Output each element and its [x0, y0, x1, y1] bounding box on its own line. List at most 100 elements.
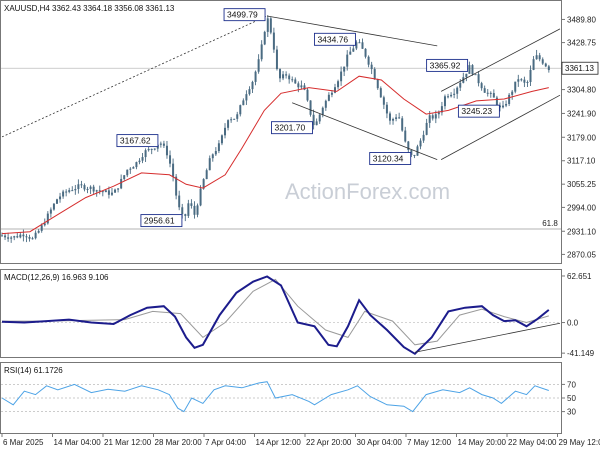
price-tick-label: 2931.10 [567, 227, 596, 236]
price-tick-label: 3117.10 [567, 157, 596, 166]
candle-body [523, 79, 526, 83]
candle-body [520, 79, 523, 81]
candle-body [169, 155, 172, 164]
candle-body [77, 184, 80, 190]
macd-tick-label: -41.149 [567, 349, 595, 358]
price-tick-label: 3304.80 [567, 86, 596, 95]
candle-body [318, 114, 321, 122]
candle-body [22, 234, 25, 237]
candle-body [272, 32, 275, 50]
time-tick-label: 7 May 12:00 [407, 438, 452, 447]
candle-body [544, 63, 547, 67]
candle-body [422, 134, 425, 141]
macd-signal-line [2, 278, 549, 346]
candle-body [330, 92, 333, 95]
time-tick-label: 29 May 12:00 [559, 438, 600, 447]
candle-body [456, 87, 459, 94]
price-annotation-box [457, 104, 500, 118]
candle-body [49, 209, 52, 214]
candle-body [165, 145, 168, 156]
rsi-axis: 70 50 30 [561, 380, 576, 417]
candle-body [358, 42, 361, 44]
candle-body [413, 154, 416, 156]
time-tick-label: 21 Mar 12:00 [104, 438, 152, 447]
candle-body [327, 94, 330, 101]
candle-body [181, 207, 184, 215]
candle-body [1, 235, 3, 237]
candle-body [175, 176, 178, 196]
candle-body [416, 146, 419, 156]
price-annotation-box [271, 121, 313, 135]
candle-body [474, 74, 477, 76]
price-annotation-box [369, 152, 412, 165]
time-tick-label: 14 Apr 12:00 [256, 438, 302, 447]
candle-body [291, 79, 294, 81]
price-annotation-box [116, 134, 159, 148]
candle-body [535, 55, 538, 60]
candle-body [333, 87, 336, 93]
candle-body [437, 112, 440, 115]
candle-body [159, 143, 162, 145]
candle-body [511, 91, 514, 95]
time-tick-label: 14 Mar 04:00 [54, 438, 102, 447]
candle-body [196, 205, 199, 215]
rising-channel-lower [440, 94, 561, 160]
candle-body [114, 189, 117, 193]
macd-tick-label: 62.651 [567, 272, 592, 281]
candle-body [199, 188, 202, 206]
candle-body [211, 154, 214, 159]
candle-body [107, 190, 110, 195]
candle-body [254, 71, 257, 82]
candle-body [517, 79, 520, 82]
candle-body [46, 213, 49, 224]
candle-body [285, 74, 288, 76]
candle-body [126, 169, 129, 176]
macd-panel-frame [0, 269, 562, 358]
candle-body [450, 94, 453, 97]
price-axis: 3489.803428.753365.453304.803241.903179.… [561, 15, 599, 259]
price-tick-label: 2870.05 [567, 250, 596, 259]
candle-body [471, 65, 474, 75]
time-tick-label: 7 Apr 04:00 [205, 438, 246, 447]
time-tick-label: 22 Apr 20:00 [306, 438, 352, 447]
candle-body [162, 143, 165, 146]
candle-body [89, 186, 92, 189]
candle-body [443, 96, 446, 107]
candle-body [404, 130, 407, 142]
candle-body [62, 191, 65, 197]
candle-body [346, 54, 349, 67]
candle-body [123, 175, 126, 179]
price-tick-label: 3489.80 [567, 15, 596, 24]
candle-body [401, 118, 404, 131]
channel-lower-line [292, 102, 438, 161]
price-annotations: 3499.79 3434.76 3365.92 3167.62 3201.70 3245.… [116, 8, 500, 228]
price-annotation-label: 3167.62 [120, 136, 151, 146]
candle-body [266, 18, 269, 32]
candle-body [367, 56, 370, 65]
candle-body [352, 48, 355, 52]
candle-body [92, 186, 95, 192]
candle-body [138, 160, 141, 163]
candle-body [7, 237, 10, 239]
candle-body [425, 122, 428, 135]
sma-line [1, 75, 549, 235]
candle-body [459, 82, 462, 88]
rsi-panel-title: RSI(14) 61.1726 [4, 366, 63, 375]
candle-body [117, 188, 120, 190]
candle-body [398, 117, 401, 119]
candle-body [257, 59, 260, 72]
candle-body [275, 49, 278, 70]
candle-body [190, 203, 193, 206]
candle-body [260, 44, 263, 60]
price-tick-label: 2994.00 [567, 203, 596, 212]
candle-body [361, 42, 364, 49]
candle-body [147, 148, 150, 151]
candle-body [150, 148, 153, 150]
candle-body [245, 94, 248, 101]
candle-body [242, 100, 245, 106]
macd-axis: 62.651 0.0 -41.149 [561, 272, 595, 358]
candle-body [110, 192, 113, 195]
candle-body [71, 190, 74, 192]
candle-body [388, 113, 391, 121]
